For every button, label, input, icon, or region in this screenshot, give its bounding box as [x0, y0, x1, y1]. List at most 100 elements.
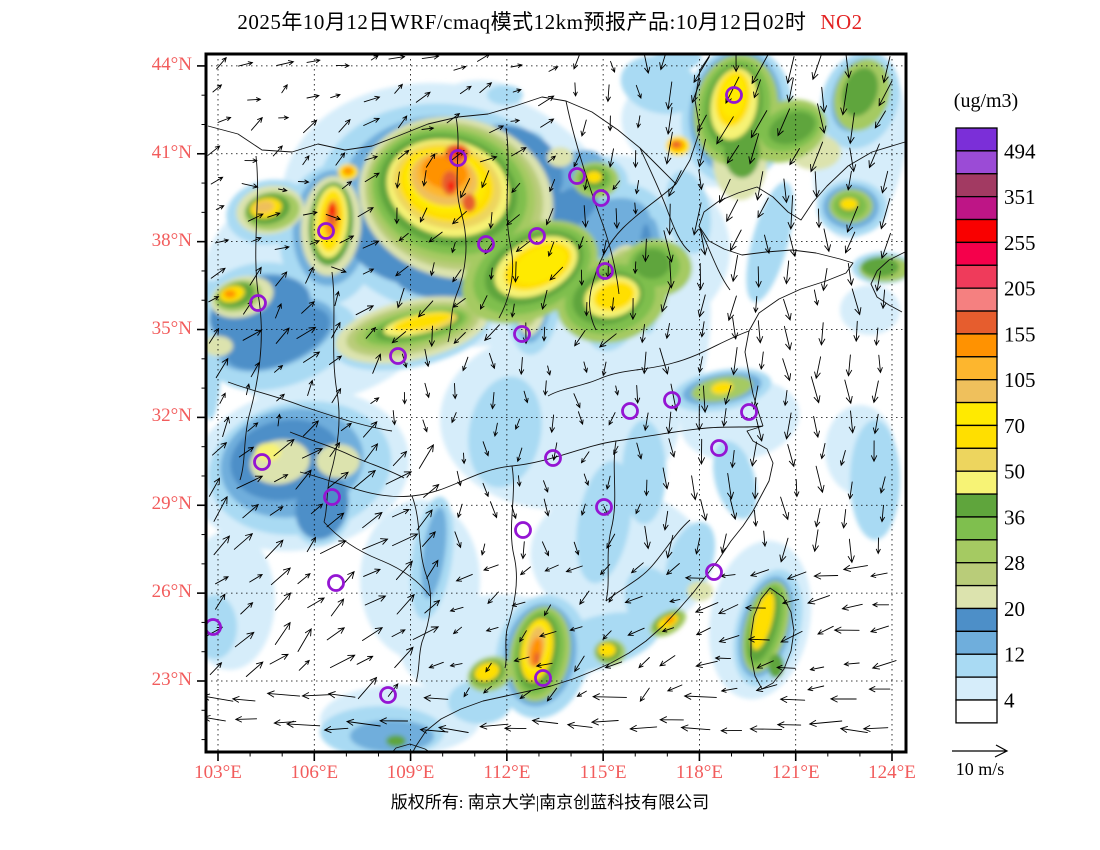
wind-arrow — [330, 93, 341, 99]
wind-arrow — [544, 564, 559, 572]
wind-arrow — [460, 178, 471, 199]
wind-arrow — [726, 145, 740, 164]
wind-arrow — [642, 238, 650, 263]
wind-arrow — [483, 564, 499, 571]
wind-arrow — [697, 169, 704, 191]
wind-arrow — [666, 684, 683, 692]
wind-arrow — [573, 153, 581, 168]
wind-arrow — [816, 208, 822, 229]
wind-arrow — [543, 480, 549, 493]
wind-arrow — [847, 112, 855, 145]
wind-arrow — [665, 107, 673, 136]
wind-arrow — [234, 631, 255, 648]
station-marker — [514, 521, 532, 539]
colorbar-tick-label: 4 — [1004, 689, 1015, 713]
wind-arrow — [391, 629, 406, 638]
wind-arrow — [844, 231, 856, 254]
wind-arrow — [695, 660, 718, 669]
wind-arrow — [265, 539, 284, 559]
wind-arrow — [636, 442, 643, 460]
wind-arrow — [665, 81, 673, 111]
wind-arrow — [252, 237, 262, 242]
wind-arrow — [488, 352, 496, 370]
wind-arrow — [847, 481, 854, 500]
wind-arrow — [395, 560, 413, 581]
wind-arrow — [601, 361, 607, 377]
field-blob-g — [386, 735, 406, 747]
wind-arrow — [549, 266, 564, 281]
wind-arrow — [451, 412, 457, 424]
wind-arrow — [780, 496, 790, 521]
wind-arrow — [777, 108, 791, 137]
wind-arrow — [489, 125, 505, 134]
wind-arrow — [810, 376, 821, 404]
wind-arrow — [573, 541, 580, 556]
wind-arrow — [395, 171, 401, 189]
wind-arrow — [302, 420, 320, 437]
wind-arrow — [583, 473, 590, 486]
wind-arrow — [820, 86, 828, 114]
wind-arrow — [419, 207, 428, 223]
station-marker — [595, 498, 613, 516]
wind-arrow — [446, 112, 461, 124]
boundary-line — [239, 155, 262, 481]
wind-arrow — [833, 626, 860, 634]
wind-arrow — [602, 630, 612, 640]
wind-arrow — [633, 261, 638, 275]
wind-arrow — [720, 533, 727, 554]
wind-arrow — [357, 676, 378, 700]
field-blob-sb — [622, 420, 666, 524]
wind-arrow — [340, 422, 353, 432]
wind-arrow — [844, 379, 853, 405]
wind-arrow — [756, 320, 764, 344]
colorbar-cell — [955, 607, 998, 633]
wind-arrow — [297, 573, 311, 585]
wind-arrow — [668, 170, 682, 198]
colorbar-cell — [955, 447, 998, 472]
wind-arrow — [207, 145, 221, 156]
wind-arrow — [241, 183, 259, 189]
wind-arrow — [421, 126, 435, 131]
wind-arrow — [449, 606, 464, 613]
wind-arrow — [531, 717, 559, 725]
wind-arrow — [814, 507, 821, 528]
wind-arrow — [372, 353, 382, 374]
wind-arrow — [751, 54, 769, 85]
wind-arrow — [303, 351, 321, 363]
wind-arrow — [540, 289, 548, 311]
wind-arrow — [783, 260, 791, 285]
wind-arrow — [848, 410, 856, 434]
wind-arrow — [730, 347, 738, 376]
station-marker — [379, 686, 397, 704]
copyright-text: 版权所有: 南京大学|南京创蓝科技有限公司 — [390, 793, 710, 812]
wind-arrow — [353, 469, 376, 489]
wind-arrow — [365, 326, 377, 339]
field-blob-y2 — [513, 246, 567, 284]
wind-arrow — [794, 478, 800, 498]
station-marker — [544, 449, 562, 467]
wind-arrow — [425, 153, 436, 168]
wind-arrow — [664, 131, 673, 165]
wind-arrow — [397, 149, 410, 160]
wind-arrow — [643, 525, 651, 550]
lon-tick-label: 118°E — [675, 762, 723, 783]
station-marker — [596, 262, 614, 280]
wind-arrow — [610, 60, 616, 73]
wind-arrow — [392, 508, 410, 518]
wind-arrow — [298, 659, 310, 671]
wind-arrow — [296, 326, 317, 339]
wind-arrow — [307, 597, 325, 609]
wind-arrow — [370, 397, 380, 404]
wind-arrow — [364, 155, 379, 161]
wind-arrow — [697, 114, 707, 133]
lat-tick-label: 44°N — [151, 53, 192, 75]
wind-arrow — [841, 603, 863, 611]
wind-arrow — [485, 626, 499, 632]
wind-arrow — [250, 361, 260, 378]
colorbar-tick-label: 351 — [1004, 185, 1036, 209]
wind-arrow — [720, 687, 738, 693]
wind-arrow — [730, 229, 742, 252]
wind-arrow — [787, 444, 796, 468]
wind-arrow — [749, 569, 770, 577]
wind-arrow — [543, 380, 548, 396]
